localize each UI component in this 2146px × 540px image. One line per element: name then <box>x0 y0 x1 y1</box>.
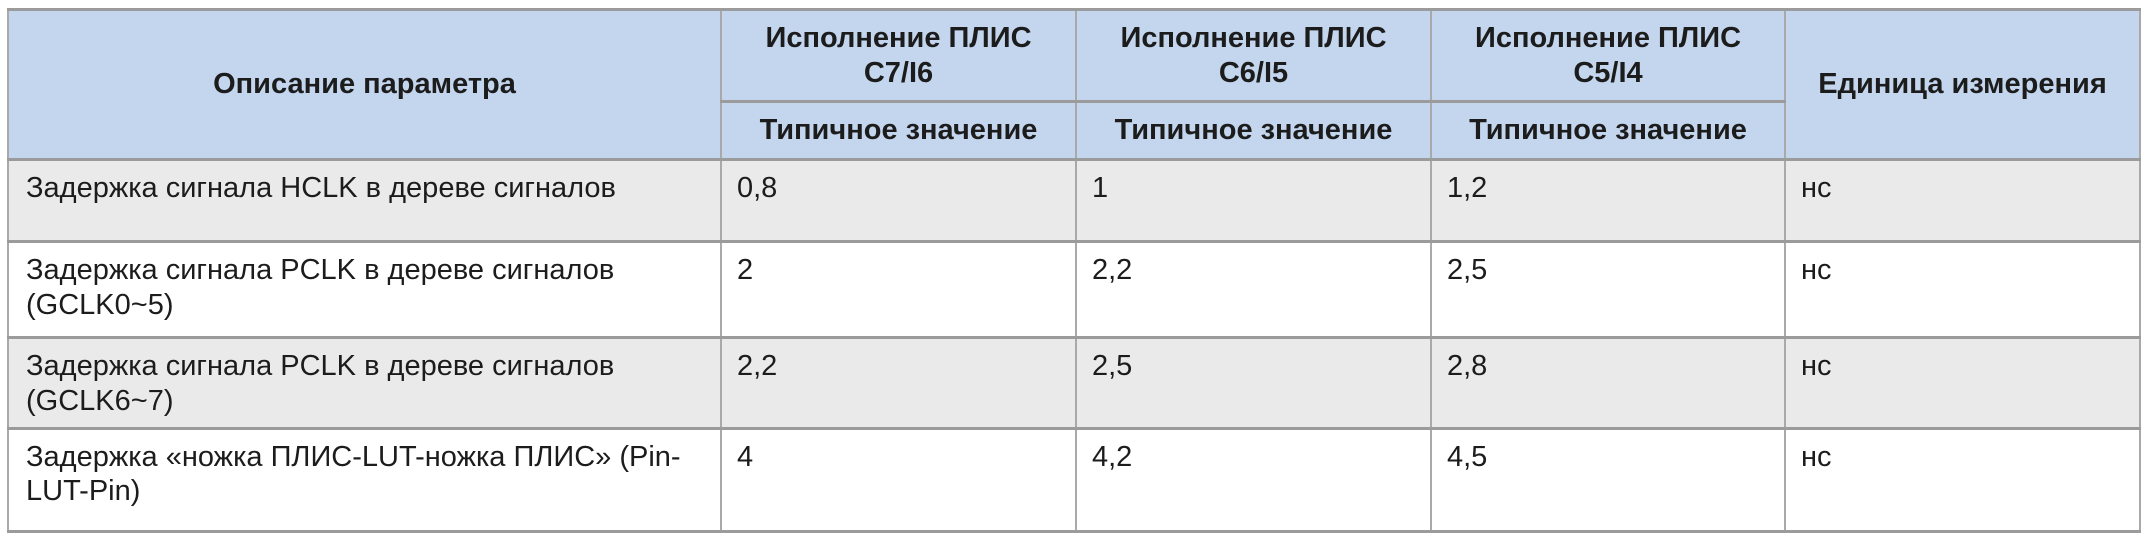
header-cell-variant-c6i5: Исполнение ПЛИС C6/I5 <box>1075 8 1432 103</box>
header-cell-variant-c5i4: Исполнение ПЛИС C5/I4 <box>1430 8 1786 103</box>
unit-cell: нс <box>1784 240 2141 339</box>
param-cell: Задержка сигнала PCLK в дереве сигналов … <box>7 336 722 430</box>
unit-cell: нс <box>1784 336 2141 430</box>
header-cell-param-description: Описание параметра <box>7 8 722 161</box>
value-cell-c5i4: 2,5 <box>1430 240 1786 339</box>
value-cell-c6i5: 1 <box>1075 158 1432 243</box>
param-cell: Задержка сигнала PCLK в дереве сигналов … <box>7 240 722 339</box>
subheader-cell-typical-value-3: Типичное значение <box>1430 100 1786 161</box>
value-cell-c5i4: 2,8 <box>1430 336 1786 430</box>
header-cell-measurement-unit: Единица измерения <box>1784 8 2141 161</box>
unit-cell: нс <box>1784 158 2141 243</box>
header-row-typical-values: Типичное значение Типичное значение Типи… <box>8 100 2140 161</box>
value-cell-c6i5: 4,2 <box>1075 426 1432 533</box>
table-row-hclk-delay: Задержка сигнала HCLK в дереве сигналов … <box>7 158 2141 243</box>
param-cell: Задержка «ножка ПЛИС-LUT-ножка ПЛИС» (Pi… <box>7 426 722 533</box>
subheader-cell-typical-value-2: Типичное значение <box>1075 100 1432 161</box>
value-cell-c5i4: 4,5 <box>1430 426 1786 533</box>
value-cell-c5i4: 1,2 <box>1430 158 1786 243</box>
param-cell: Задержка сигнала HCLK в дереве сигналов <box>7 158 722 243</box>
table-row-pin-lut-pin-delay: Задержка «ножка ПЛИС-LUT-ножка ПЛИС» (Pi… <box>7 426 2141 533</box>
table-row-pclk-delay-gclk0-5: Задержка сигнала PCLK в дереве сигналов … <box>7 240 2141 339</box>
header-row-variants: Описание параметра Исполнение ПЛИС C7/I6… <box>7 8 2141 161</box>
spec-table-container: Описание параметра Исполнение ПЛИС C7/I6… <box>7 8 2141 533</box>
value-cell-c7i6: 4 <box>720 426 1077 533</box>
value-cell-c6i5: 2,5 <box>1075 336 1432 430</box>
subheader-cell-typical-value-1: Типичное значение <box>720 100 1077 161</box>
value-cell-c7i6: 2,2 <box>720 336 1077 430</box>
fpga-timing-parameters-table: Описание параметра Исполнение ПЛИС C7/I6… <box>7 8 2141 533</box>
value-cell-c7i6: 2 <box>720 240 1077 339</box>
value-cell-c7i6: 0,8 <box>720 158 1077 243</box>
header-cell-variant-c7i6: Исполнение ПЛИС C7/I6 <box>720 8 1077 103</box>
value-cell-c6i5: 2,2 <box>1075 240 1432 339</box>
unit-cell: нс <box>1784 426 2141 533</box>
table-row-pclk-delay-gclk6-7: Задержка сигнала PCLK в дереве сигналов … <box>7 336 2141 430</box>
